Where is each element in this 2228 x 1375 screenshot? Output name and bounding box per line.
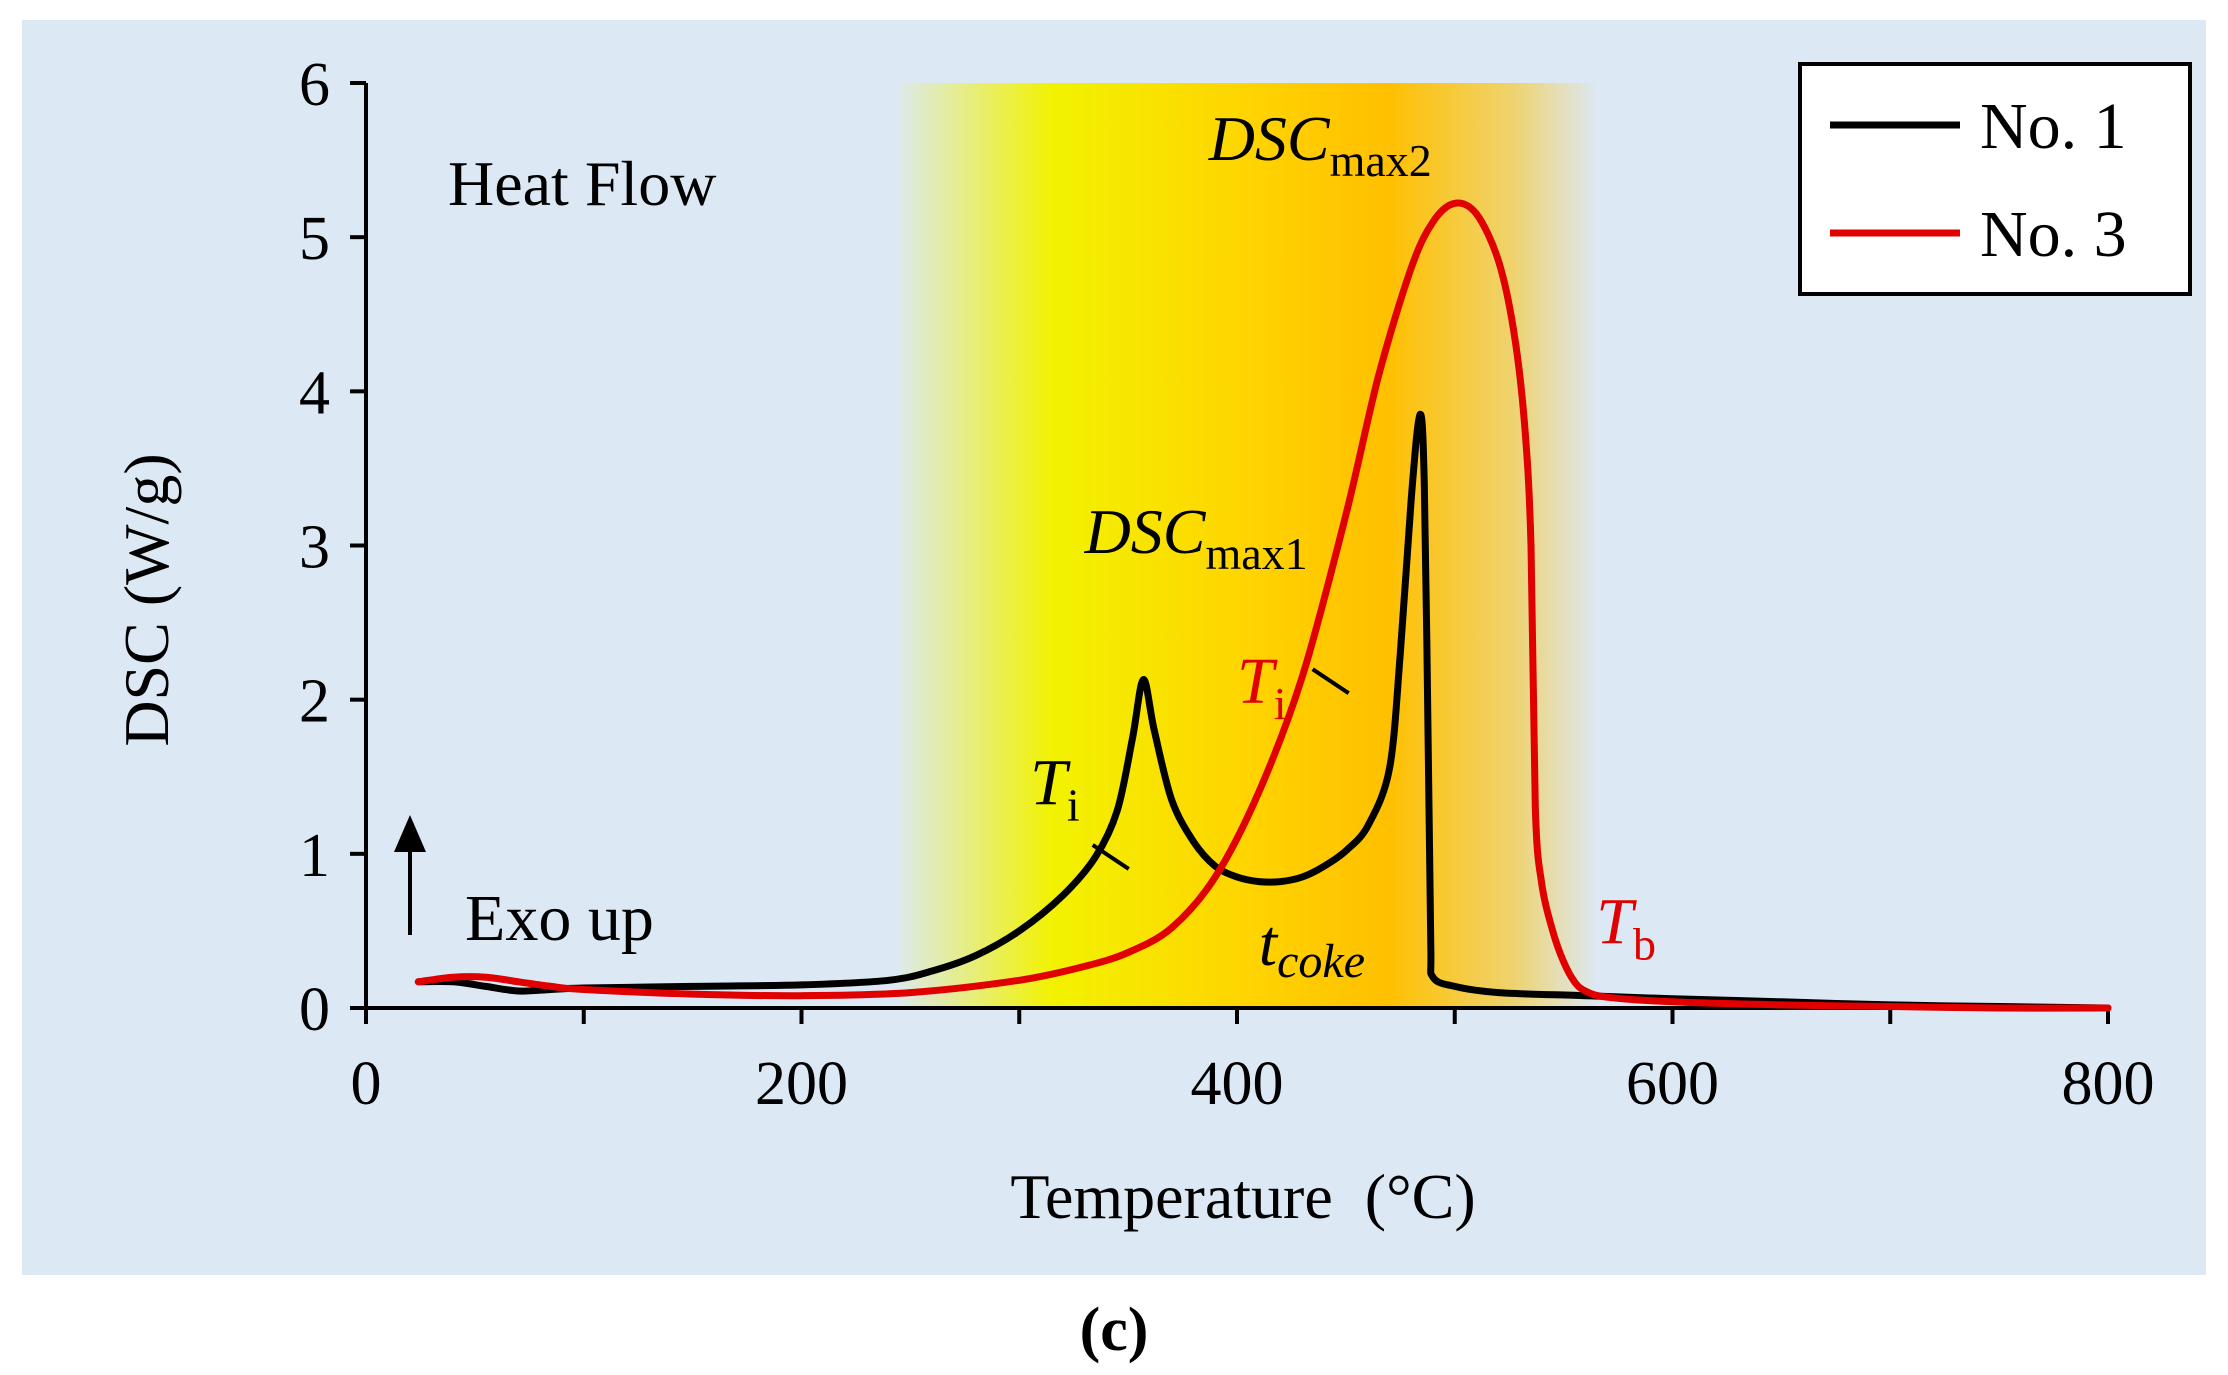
annotation-base: T xyxy=(1030,747,1071,820)
y-tick-label: 4 xyxy=(299,359,330,427)
marker-tick xyxy=(1311,667,1350,695)
annotation-base: t xyxy=(1259,907,1279,980)
x-tick-label: 200 xyxy=(755,1050,848,1118)
marker-tick xyxy=(1091,843,1130,871)
chart-title: Heat Flow xyxy=(448,148,716,219)
marker-ticks xyxy=(1091,667,1350,871)
x-tick-label: 0 xyxy=(351,1050,382,1118)
series-line-no3 xyxy=(414,199,2112,1012)
annotation-subscript: coke xyxy=(1277,935,1365,988)
series-line-no1 xyxy=(414,410,2112,1012)
y-tick-label: 6 xyxy=(299,51,330,119)
panel-label: (c) xyxy=(1080,1296,1149,1364)
annotation-tcoke: tcoke xyxy=(1259,907,1365,988)
exo-arrowhead xyxy=(394,815,426,852)
highlight-band xyxy=(899,83,1597,1008)
annotation-ti-black: Ti xyxy=(1030,747,1080,831)
annotation-base: DSC xyxy=(1084,496,1207,567)
annotation-dsc-max1: DSCmax1 xyxy=(1084,496,1308,579)
x-tick-label: 600 xyxy=(1626,1050,1719,1118)
y-tick-label: 2 xyxy=(299,668,330,736)
annotation-subscript: b xyxy=(1633,918,1656,969)
x-tick-label: 800 xyxy=(2062,1050,2155,1118)
annotation-ti-red: Ti xyxy=(1237,645,1287,729)
legend: No. 1 No. 3 xyxy=(1798,62,2192,296)
exo-up-indicator: Exo up xyxy=(394,815,654,955)
annotation-base: T xyxy=(1596,885,1637,958)
legend-label-no3: No. 3 xyxy=(1980,198,2127,271)
y-axis-label: DSC (W/g) xyxy=(111,453,182,746)
annotation-tb-red: Tb xyxy=(1596,885,1656,969)
annotation-dsc-max2: DSCmax2 xyxy=(1208,103,1432,186)
exo-up-label: Exo up xyxy=(465,882,654,955)
legend-label-no1: No. 1 xyxy=(1980,90,2127,163)
annotation-base: DSC xyxy=(1208,103,1331,174)
annotation-subscript: max1 xyxy=(1205,528,1307,579)
legend-box xyxy=(1798,62,2192,296)
annotation-subscript: i xyxy=(1067,780,1080,831)
x-tick-label: 400 xyxy=(1191,1050,1284,1118)
annotation-subscript: max2 xyxy=(1330,135,1432,186)
x-axis-label: Temperature (°C) xyxy=(1010,1161,1475,1232)
annotation-base: T xyxy=(1237,645,1278,718)
series-layer xyxy=(414,199,2112,1012)
axes: 0 1 2 3 4 5 6 0 200 400 600 800 xyxy=(299,51,2155,1118)
y-tick-label: 5 xyxy=(299,205,330,273)
annotation-subscript: i xyxy=(1274,678,1287,729)
y-tick-label: 3 xyxy=(299,514,330,582)
y-tick-label: 1 xyxy=(299,822,330,890)
panel-label-text: (c) xyxy=(1080,1296,1149,1364)
y-tick-label: 0 xyxy=(299,976,330,1044)
